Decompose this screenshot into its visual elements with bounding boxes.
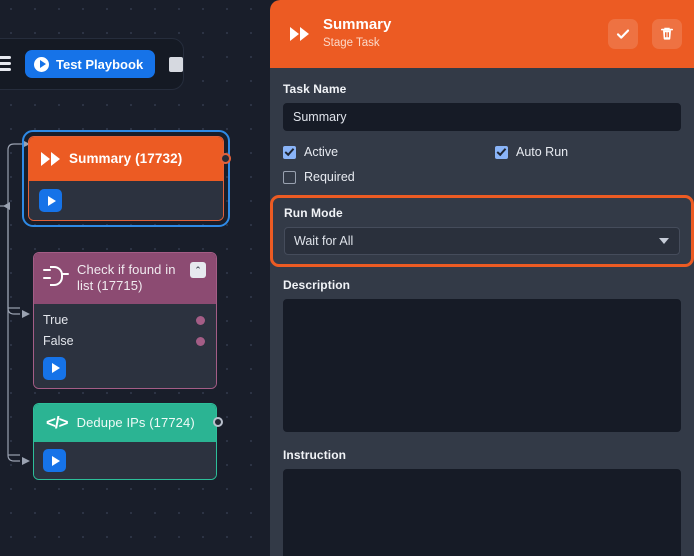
instruction-label: Instruction	[283, 448, 347, 462]
node-run-button[interactable]	[43, 449, 66, 472]
task-name-label: Task Name	[283, 82, 347, 96]
trash-icon	[661, 27, 673, 40]
node-check-if-found-in-list[interactable]: Check if found in list (17715) ⌃ True Fa…	[33, 252, 217, 389]
checkbox-label: Active	[304, 145, 339, 159]
checkbox-required[interactable]: Required	[283, 170, 495, 184]
node-body	[29, 181, 223, 220]
stack-icon[interactable]	[0, 55, 11, 73]
node-run-button[interactable]	[39, 189, 62, 212]
node-dedupe-ips[interactable]: </> Dedupe IPs (17724)	[33, 403, 223, 480]
play-icon	[34, 56, 49, 72]
node-header[interactable]: </> Dedupe IPs (17724)	[34, 404, 216, 442]
chevron-up-icon[interactable]: ⌃	[190, 262, 206, 278]
double-chevron-icon	[41, 152, 60, 166]
branch-row-false[interactable]: False	[43, 331, 207, 352]
canvas-toolbar: Test Playbook	[0, 38, 184, 90]
node-summary[interactable]: Summary (17732)	[22, 130, 231, 227]
checkbox-icon[interactable]	[495, 145, 508, 159]
logic-gate-icon	[43, 264, 69, 286]
run-mode-select[interactable]: Wait for All	[284, 227, 680, 255]
stop-square-icon[interactable]	[169, 56, 183, 72]
branch-label: False	[43, 334, 74, 348]
node-title: Dedupe IPs (17724)	[76, 414, 195, 430]
code-icon: </>	[46, 413, 69, 432]
checkbox-icon[interactable]	[283, 145, 296, 159]
run-mode-highlight: Run Mode Wait for All	[270, 195, 694, 267]
node-title: Summary (17732)	[69, 150, 183, 166]
node-run-button[interactable]	[43, 356, 66, 380]
description-block: Description	[283, 278, 681, 437]
node-output-port[interactable]	[213, 417, 223, 427]
task-details-panel: Summary Stage Task Task Name	[270, 0, 694, 556]
node-title: Check if found in list (17715)	[77, 262, 176, 294]
run-mode-label: Run Mode	[284, 206, 343, 220]
playbook-canvas[interactable]: Test Playbook Summary (17732)	[0, 0, 278, 556]
task-name-input[interactable]	[283, 103, 681, 131]
page-title: Summary	[323, 16, 392, 34]
instruction-block: Instruction	[283, 448, 681, 556]
checkbox-row-1: Active Auto Run	[283, 145, 681, 159]
branch-output-port[interactable]	[196, 315, 205, 325]
node-header[interactable]: Check if found in list (17715) ⌃	[34, 253, 216, 304]
delete-button[interactable]	[652, 19, 682, 49]
node-body	[34, 442, 216, 479]
checkbox-row-2: Required	[283, 170, 681, 184]
checkbox-icon[interactable]	[283, 170, 296, 184]
double-chevron-icon	[290, 27, 309, 41]
node-body: True False	[34, 303, 216, 388]
panel-subtitle: Stage Task	[323, 37, 380, 50]
node-output-port[interactable]	[220, 153, 231, 164]
description-input[interactable]	[283, 299, 681, 432]
panel-header: Summary Stage Task	[270, 0, 694, 68]
panel-body: Task Name Active Auto Run Required	[270, 68, 694, 556]
instruction-input[interactable]	[283, 469, 681, 556]
checkbox-auto-run[interactable]: Auto Run	[495, 145, 568, 159]
test-playbook-button[interactable]: Test Playbook	[25, 50, 156, 78]
run-mode-value: Wait for All	[294, 234, 354, 248]
confirm-button[interactable]	[608, 19, 638, 49]
test-playbook-label: Test Playbook	[56, 56, 144, 72]
branch-row-true[interactable]: True	[43, 310, 207, 331]
panel-header-text: Summary Stage Task	[323, 16, 594, 51]
description-label: Description	[283, 278, 351, 292]
check-icon	[616, 29, 630, 39]
checkbox-active[interactable]: Active	[283, 145, 495, 159]
node-selection-ring	[22, 130, 230, 227]
checkbox-label: Auto Run	[516, 145, 569, 159]
node-header[interactable]: Summary (17732)	[29, 137, 223, 181]
branch-output-port[interactable]	[196, 336, 205, 346]
branch-label: True	[43, 313, 69, 327]
chevron-down-icon	[659, 238, 669, 244]
checkbox-label: Required	[304, 170, 355, 184]
